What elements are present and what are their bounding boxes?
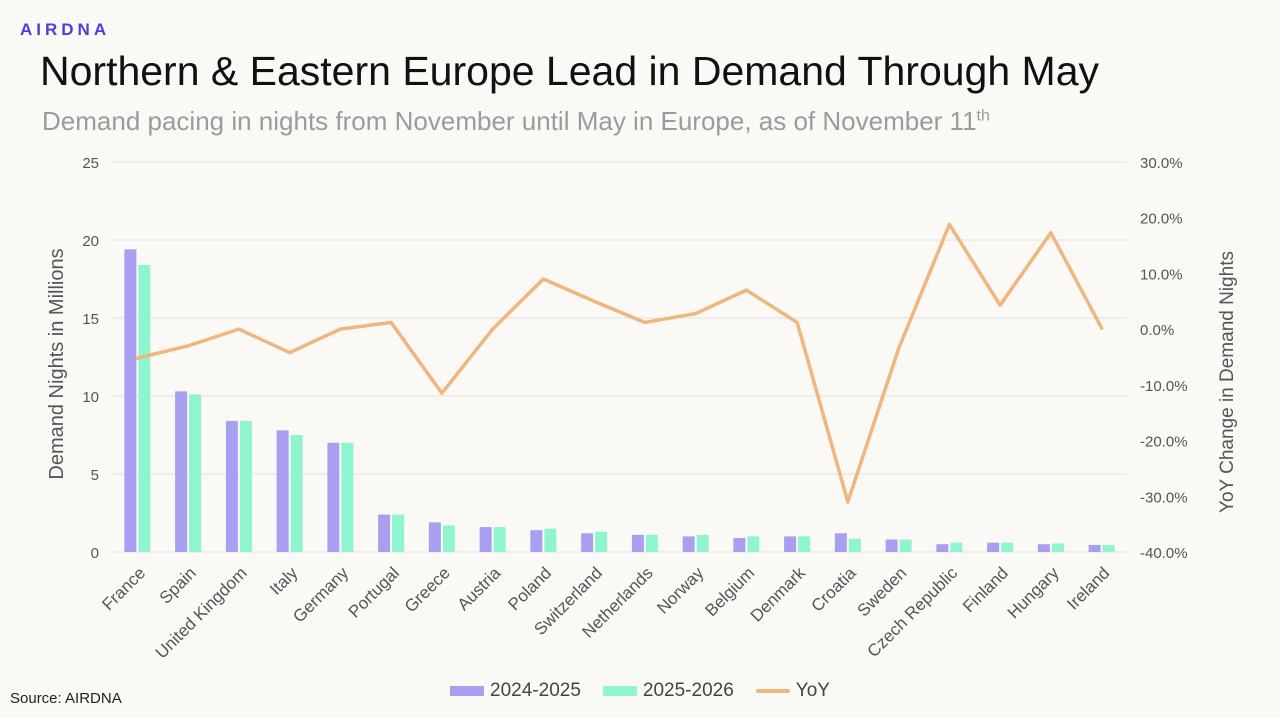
bar-2024-2025 (175, 391, 188, 552)
right-tick-label: 30.0% (1140, 155, 1183, 172)
bar-2024-2025 (479, 527, 492, 552)
bar-2025-2026 (1001, 542, 1014, 552)
x-tick-label: Portugal (345, 563, 403, 621)
bar-2025-2026 (138, 264, 151, 552)
x-tick-label: Ireland (1063, 563, 1113, 613)
bar-2025-2026 (239, 420, 252, 552)
bars (124, 249, 1115, 553)
legend-swatch-yoy (755, 689, 790, 693)
legend-label-2024: 2024-2025 (490, 680, 581, 701)
bar-2024-2025 (784, 536, 797, 552)
bar-2025-2026 (493, 527, 506, 552)
subtitle-superscript: th (976, 107, 990, 125)
bar-2025-2026 (290, 435, 303, 552)
left-tick-label: 25 (82, 155, 99, 172)
right-tick-label: 0.0% (1140, 322, 1174, 339)
legend-item-2025: 2025-2026 (602, 680, 734, 702)
right-tick-label: -10.0% (1140, 378, 1188, 395)
bar-2025-2026 (341, 442, 354, 552)
airdna-logo: AIRDNA (20, 20, 111, 39)
right-tick-label: -30.0% (1140, 489, 1188, 506)
left-tick-label: 15 (82, 311, 99, 328)
x-tick-label: Croatia (808, 563, 861, 616)
bar-2024-2025 (581, 533, 594, 552)
x-tick-label: France (98, 563, 149, 614)
x-tick-label: Austria (454, 563, 505, 614)
bar-2024-2025 (733, 537, 746, 552)
right-axis-ticks: -40.0% -30.0% -20.0% -10.0% 0.0% 10.0% 20.0% 30… (1140, 155, 1188, 562)
bar-2025-2026 (798, 536, 811, 552)
legend-item-2024: 2024-2025 (450, 680, 581, 702)
x-tick-label: Poland (504, 563, 555, 614)
bar-2024-2025 (1037, 544, 1050, 552)
x-tick-label: United Kingdom (152, 563, 251, 662)
right-tick-label: -40.0% (1140, 545, 1188, 562)
bar-2024-2025 (936, 544, 949, 552)
bar-2024-2025 (1088, 544, 1101, 552)
legend-item-yoy: YoY (755, 680, 830, 702)
gridlines (112, 161, 1127, 553)
bar-2025-2026 (392, 514, 405, 552)
chart-legend: 2024-2025 2025-2026 YoY (0, 680, 1280, 702)
bar-2024-2025 (327, 442, 340, 552)
yoy-line (135, 222, 1104, 504)
bar-2025-2026 (696, 534, 709, 552)
right-tick-label: -20.0% (1140, 434, 1188, 451)
x-tick-label: Denmark (747, 563, 810, 626)
bar-2024-2025 (428, 522, 441, 552)
bar-2025-2026 (595, 531, 608, 552)
bar-2025-2026 (747, 536, 760, 552)
source-note: Source: AIRDNA (10, 690, 122, 707)
left-axis-ticks: 0 5 10 15 20 25 (82, 155, 99, 562)
x-tick-label: Hungary (1004, 563, 1063, 622)
subtitle-text: Demand pacing in nights from November un… (42, 106, 977, 136)
left-tick-label: 0 (91, 545, 99, 562)
x-tick-label: Norway (653, 563, 708, 618)
x-tick-label: Czech Republic (864, 563, 962, 661)
bar-2025-2026 (1051, 543, 1064, 552)
x-tick-label: Germany (289, 563, 352, 626)
bar-2024-2025 (885, 539, 898, 552)
legend-label-yoy: YoY (795, 680, 830, 701)
bar-2025-2026 (950, 542, 963, 552)
bar-2024-2025 (987, 542, 1000, 552)
bar-2025-2026 (848, 538, 861, 552)
bar-2024-2025 (225, 420, 238, 552)
legend-swatch-2024 (450, 686, 485, 696)
bar-2024-2025 (530, 530, 543, 552)
bar-2024-2025 (378, 514, 391, 552)
bar-2024-2025 (124, 249, 137, 553)
bar-2025-2026 (189, 394, 202, 552)
right-tick-label: 10.0% (1140, 266, 1183, 283)
yoy-line-group (135, 222, 1104, 504)
bar-2025-2026 (442, 525, 455, 552)
chart-title: Northern & Eastern Europe Lead in Demand… (40, 48, 1100, 94)
chart-subtitle: Demand pacing in nights from November un… (42, 106, 990, 137)
bar-2024-2025 (276, 430, 289, 552)
bar-2024-2025 (631, 534, 644, 552)
x-tick-label: Italy (266, 563, 302, 599)
bar-2025-2026 (645, 534, 658, 552)
right-tick-label: 20.0% (1140, 211, 1183, 228)
legend-label-2025: 2025-2026 (642, 680, 734, 701)
legend-swatch-2025 (602, 686, 637, 696)
bar-2025-2026 (544, 528, 557, 552)
left-tick-label: 10 (82, 389, 99, 406)
left-tick-label: 20 (82, 233, 99, 250)
bar-2024-2025 (834, 533, 847, 552)
bar-2024-2025 (682, 536, 695, 552)
right-axis-label: YoY Change in Demand Nights (1217, 251, 1238, 513)
bar-2025-2026 (1102, 544, 1115, 552)
bar-2025-2026 (899, 539, 912, 552)
left-axis-label: Demand Nights in Millions (46, 248, 68, 479)
x-tick-label: Greece (401, 563, 454, 616)
x-tick-label: Spain (156, 563, 200, 607)
left-tick-label: 5 (91, 467, 99, 484)
